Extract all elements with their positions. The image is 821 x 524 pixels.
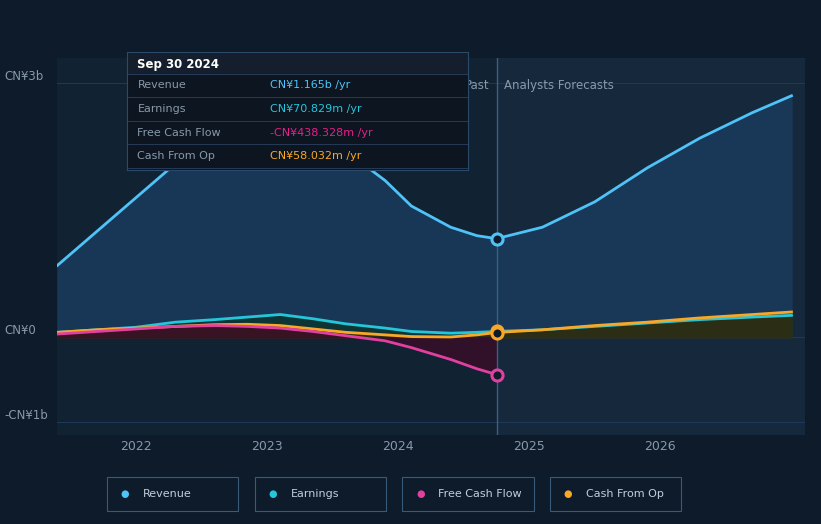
Text: CN¥58.032m /yr: CN¥58.032m /yr [270, 151, 362, 161]
Text: Free Cash Flow: Free Cash Flow [438, 489, 522, 499]
Text: ●: ● [416, 489, 424, 499]
Text: Analysts Forecasts: Analysts Forecasts [504, 79, 614, 92]
Text: Earnings: Earnings [137, 104, 186, 114]
Text: ●: ● [268, 489, 277, 499]
Text: Earnings: Earnings [291, 489, 339, 499]
Text: CN¥1.165b /yr: CN¥1.165b /yr [270, 80, 351, 91]
Text: Cash From Op: Cash From Op [586, 489, 664, 499]
Text: CN¥0: CN¥0 [4, 324, 36, 337]
Text: Revenue: Revenue [137, 80, 186, 91]
Text: ●: ● [121, 489, 129, 499]
Bar [497, 58, 805, 435]
Text: Past: Past [465, 79, 489, 92]
Text: Revenue: Revenue [143, 489, 191, 499]
Text: ●: ● [564, 489, 572, 499]
Text: Sep 30 2024: Sep 30 2024 [137, 58, 219, 71]
Text: CN¥3b: CN¥3b [4, 70, 44, 83]
Text: Cash From Op: Cash From Op [137, 151, 215, 161]
Text: Free Cash Flow: Free Cash Flow [137, 127, 221, 138]
Text: CN¥70.829m /yr: CN¥70.829m /yr [270, 104, 362, 114]
Bar [127, 52, 468, 73]
Text: -CN¥438.328m /yr: -CN¥438.328m /yr [270, 127, 373, 138]
Text: -CN¥1b: -CN¥1b [4, 409, 48, 422]
